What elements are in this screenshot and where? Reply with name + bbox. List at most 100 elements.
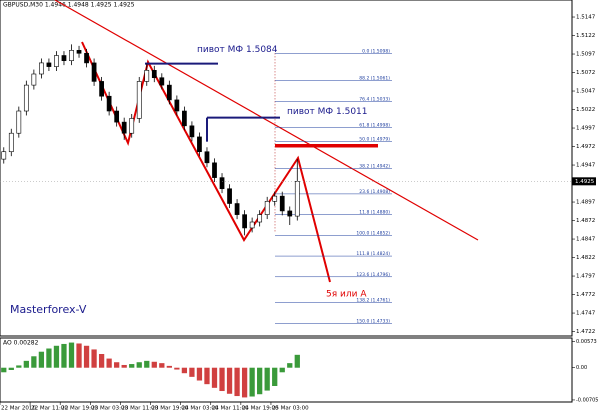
indicator-bar xyxy=(166,365,172,368)
y-tick-label: 1.5072 xyxy=(576,70,595,76)
y-tick-label: 1.4972 xyxy=(576,144,595,150)
indicator-bar xyxy=(204,367,210,385)
indicator-bar xyxy=(8,367,14,370)
candle-body xyxy=(264,201,270,215)
x-tick-label: 23 Mar 11:00 xyxy=(121,406,158,412)
x-tick-label: 24 Mar 11:00 xyxy=(212,406,249,412)
candle-body xyxy=(272,195,278,202)
indicator-bar xyxy=(219,367,225,392)
candle-body xyxy=(174,99,180,112)
trend-line xyxy=(54,0,479,241)
indicator-bar xyxy=(91,349,97,368)
indicator-bar xyxy=(46,348,52,368)
indicator-bar xyxy=(136,362,142,368)
candle-body xyxy=(69,50,74,61)
candle-body xyxy=(151,70,157,79)
indicator-bar xyxy=(68,342,75,368)
indicator-bar xyxy=(1,367,7,373)
candle-body xyxy=(114,110,120,123)
x-tick-label: 23 Mar 03:00 xyxy=(91,406,128,412)
indicator-bar xyxy=(234,367,240,397)
x-tick-label: 22 Mar 19:00 xyxy=(61,406,98,412)
y-tick-label: 1.5147 xyxy=(576,15,596,21)
fib-label: 11.8 (1.4880) xyxy=(359,210,390,216)
indicator-bar xyxy=(106,358,112,368)
indicator-bar xyxy=(287,363,293,368)
indicator-bar xyxy=(249,367,255,397)
fib-label: 150.0 (1.4733) xyxy=(356,318,390,324)
resistance-band xyxy=(275,144,378,148)
brand-label: Masterforex-V xyxy=(10,303,87,316)
candle-body xyxy=(99,81,104,97)
candle-body xyxy=(144,70,150,82)
indicator-bar xyxy=(76,343,82,368)
indicator-bar xyxy=(279,367,285,373)
candle-body xyxy=(1,151,7,160)
candle-body xyxy=(136,81,142,119)
candle-body xyxy=(212,162,217,178)
candle-body xyxy=(106,95,112,112)
y-tick-label: 1.4747 xyxy=(576,311,596,317)
y-tick-label: 1.4897 xyxy=(576,200,596,206)
candle-body xyxy=(279,195,285,212)
indicator-pane xyxy=(0,337,573,403)
candle-body xyxy=(8,132,14,153)
y-tick-label: 1.4847 xyxy=(576,237,596,243)
pivot-label: пивот МФ 1.5011 xyxy=(287,107,368,117)
indicator-tick-label: 0.00573 xyxy=(576,339,597,345)
y-tick-label: 1.4722 xyxy=(576,329,595,335)
indicator-bar xyxy=(241,367,248,398)
y-tick-label: 1.5122 xyxy=(576,33,595,39)
indicator-bar xyxy=(189,367,195,377)
indicator-tick-label: -0.00705 xyxy=(576,397,598,403)
candle-body xyxy=(76,50,82,54)
fib-label: 0.0 (1.5098) xyxy=(362,48,390,54)
indicator-bar xyxy=(151,361,157,368)
candle-body xyxy=(54,55,59,67)
x-tick-label: 24 Mar 03:00 xyxy=(182,406,219,412)
indicator-title: AO 0.00282 xyxy=(3,340,39,347)
wave-zigzag xyxy=(81,41,331,283)
fib-label: 100.0 (1.4852) xyxy=(356,230,390,236)
indicator-bar xyxy=(211,367,218,388)
indicator-bar xyxy=(98,354,105,368)
wave-label: 5я или А xyxy=(326,290,367,300)
indicator-bar xyxy=(294,354,300,368)
fib-label: 111.8 (1.4824) xyxy=(356,251,390,257)
candle-body xyxy=(182,110,187,127)
fib-label: 138.2 (1.4761) xyxy=(356,298,390,304)
candle-body xyxy=(61,55,67,61)
candle-body xyxy=(287,210,293,217)
pivot-label: пивот МФ 1.5084 xyxy=(197,45,278,55)
candle-body xyxy=(159,77,165,86)
candle-body xyxy=(197,136,202,153)
candle-body xyxy=(46,62,52,67)
candle-body xyxy=(23,84,29,112)
indicator-bar xyxy=(16,365,22,368)
indicator-bar xyxy=(129,364,135,368)
indicator-bar xyxy=(226,367,233,394)
last-price-box xyxy=(572,177,596,186)
candle-body xyxy=(242,214,247,229)
y-tick-label: 1.4797 xyxy=(576,274,596,280)
y-tick-label: 1.5097 xyxy=(576,52,596,58)
fib-label: 23.6 (1.4908) xyxy=(359,189,390,195)
x-tick-label: 25 Mar 03:00 xyxy=(272,406,309,412)
indicator-bar xyxy=(174,367,180,370)
indicator-bar xyxy=(114,362,120,368)
candle-body xyxy=(39,62,44,75)
y-tick-label: 1.4822 xyxy=(576,255,595,261)
candle-body xyxy=(16,110,22,134)
candle-body xyxy=(219,177,225,190)
fib-label: 88.2 (1.5061) xyxy=(359,76,390,82)
x-tick-label: 22 Mar 2010 xyxy=(1,406,36,412)
y-tick-label: 1.4772 xyxy=(576,292,595,298)
indicator-bar xyxy=(144,360,150,368)
fib-label: 61.8 (1.4998) xyxy=(359,122,390,128)
candle-body xyxy=(257,214,263,223)
indicator-bar xyxy=(159,363,165,368)
fib-label: 76.4 (1.5033) xyxy=(359,96,390,102)
candle-body xyxy=(31,73,37,86)
candle-body xyxy=(189,125,195,138)
